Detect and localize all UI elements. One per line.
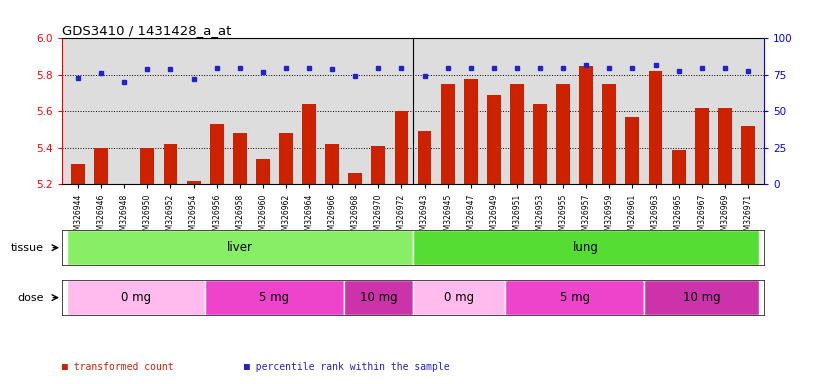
Text: ■ percentile rank within the sample: ■ percentile rank within the sample <box>244 362 449 372</box>
Bar <box>349 174 362 184</box>
Text: GDS3410 / 1431428_a_at: GDS3410 / 1431428_a_at <box>62 24 231 37</box>
Text: lung: lung <box>573 241 599 254</box>
Text: 0 mg: 0 mg <box>121 291 151 304</box>
Text: 5 mg: 5 mg <box>559 291 590 304</box>
Bar <box>506 280 644 315</box>
Bar <box>510 84 524 184</box>
Bar <box>695 108 709 184</box>
Bar <box>302 104 316 184</box>
Bar <box>413 280 506 315</box>
Bar <box>233 133 247 184</box>
Bar <box>464 79 477 184</box>
Bar <box>602 84 616 184</box>
Text: 0 mg: 0 mg <box>444 291 474 304</box>
Text: 10 mg: 10 mg <box>683 291 720 304</box>
Bar <box>741 126 755 184</box>
Bar <box>210 124 224 184</box>
Bar <box>344 280 413 315</box>
Bar <box>579 66 593 184</box>
Bar <box>413 230 759 265</box>
Bar <box>625 117 639 184</box>
Bar <box>67 280 205 315</box>
Bar <box>279 133 293 184</box>
Bar <box>718 108 732 184</box>
Text: 10 mg: 10 mg <box>359 291 397 304</box>
Bar <box>418 131 431 184</box>
Bar <box>556 84 570 184</box>
Bar <box>372 146 385 184</box>
Bar <box>256 159 270 184</box>
Bar <box>205 280 344 315</box>
Text: 5 mg: 5 mg <box>259 291 289 304</box>
Bar <box>395 111 408 184</box>
Text: dose: dose <box>17 293 44 303</box>
Bar <box>187 181 201 184</box>
Bar <box>672 150 686 184</box>
Bar <box>648 71 662 184</box>
Bar <box>533 104 547 184</box>
Bar <box>140 148 154 184</box>
Bar <box>644 280 759 315</box>
Bar <box>325 144 339 184</box>
Bar <box>164 144 178 184</box>
Bar <box>67 230 413 265</box>
Text: ■ transformed count: ■ transformed count <box>62 362 173 372</box>
Bar <box>71 164 85 184</box>
Text: tissue: tissue <box>11 243 44 253</box>
Text: liver: liver <box>227 241 253 254</box>
Bar <box>441 84 454 184</box>
Bar <box>94 148 108 184</box>
Bar <box>487 95 501 184</box>
